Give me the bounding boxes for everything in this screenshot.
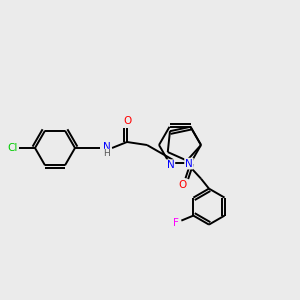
Text: N: N: [103, 142, 111, 152]
Text: Cl: Cl: [8, 143, 18, 153]
Text: N: N: [167, 160, 174, 170]
Text: O: O: [178, 180, 187, 190]
Text: N: N: [185, 159, 193, 169]
Text: O: O: [123, 116, 131, 126]
Text: F: F: [173, 218, 179, 228]
Text: H: H: [103, 149, 110, 158]
